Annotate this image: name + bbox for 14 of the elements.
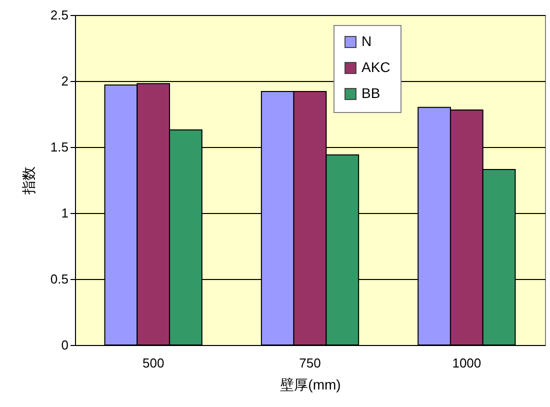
y-tick-label: 2.5 bbox=[50, 8, 68, 22]
y-axis-title: 指数 bbox=[20, 166, 36, 196]
y-tick-label: 2 bbox=[61, 74, 68, 88]
x-tick-label: 500 bbox=[142, 356, 164, 370]
x-axis-title: 壁厚(mm) bbox=[280, 376, 341, 392]
legend-label: N bbox=[362, 33, 372, 49]
x-tick-label: 1000 bbox=[452, 356, 482, 370]
y-tick-label: 0 bbox=[61, 338, 68, 352]
legend-label: AKC bbox=[362, 59, 390, 75]
y-tick-label: 1.5 bbox=[50, 140, 68, 154]
y-tick-label: 1 bbox=[61, 206, 68, 220]
legend-label: BB bbox=[362, 85, 380, 101]
y-tick-label: 0.5 bbox=[50, 272, 68, 286]
x-tick-label: 750 bbox=[299, 356, 321, 370]
